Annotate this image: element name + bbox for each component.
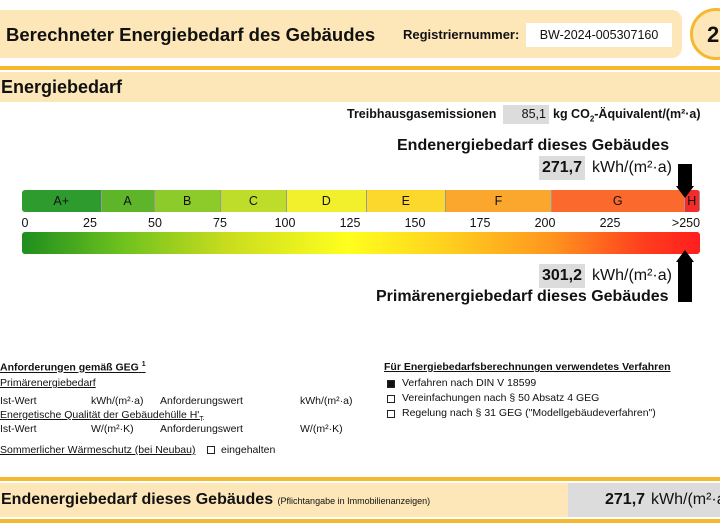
scale-tick: 75 bbox=[213, 216, 227, 230]
scale-tick: 100 bbox=[274, 216, 296, 230]
method-checkbox[interactable] bbox=[387, 410, 395, 418]
section-title: Energiebedarf bbox=[1, 77, 123, 97]
class-a: A bbox=[101, 190, 155, 212]
footer-title: Endenergiebedarf dieses Gebäudes (Pflich… bbox=[1, 491, 431, 508]
scale-tick: 150 bbox=[404, 216, 426, 230]
methods-heading: Für Energiebedarfsberechnungen verwendet… bbox=[384, 361, 671, 373]
divider bbox=[0, 66, 720, 70]
anforderungswert-unit: kWh/(m²·a) bbox=[300, 395, 353, 407]
class-b: B bbox=[154, 190, 221, 212]
class-g: G bbox=[552, 190, 685, 212]
emissions-label: Treibhausgasemissionen bbox=[347, 107, 497, 121]
footer-endenergie-value: 271,7 bbox=[605, 491, 646, 508]
ist-wert-unit: kWh/(m²·a) bbox=[91, 395, 144, 407]
primaerenergie-marker bbox=[676, 250, 694, 302]
ist-wert-label: Ist-Wert bbox=[0, 423, 37, 435]
class-e: E bbox=[366, 190, 446, 212]
scale-tick: 200 bbox=[534, 216, 556, 230]
primaerenergie-value: 301,2 bbox=[539, 264, 585, 288]
endenergie-marker bbox=[676, 164, 694, 198]
scale-tick: 50 bbox=[148, 216, 162, 230]
section-band bbox=[0, 72, 720, 102]
footer-endenergie-unit: kWh/(m²·a) bbox=[651, 491, 720, 508]
scale-tick: 0 bbox=[21, 216, 29, 230]
ist-wert-unit: W/(m²·K) bbox=[91, 423, 134, 435]
scale-tick: 125 bbox=[339, 216, 361, 230]
ist-wert-label: Ist-Wert bbox=[0, 395, 37, 407]
energy-gradient-bar bbox=[22, 232, 700, 254]
page-title: Berechneter Energiebedarf des Gebäudes bbox=[6, 24, 376, 45]
footer-value-box bbox=[568, 483, 720, 517]
anforderungswert-label: Anforderungswert bbox=[160, 423, 243, 435]
method-label: Verfahren nach DIN V 18599 bbox=[402, 377, 537, 389]
page-number-badge: 2 bbox=[690, 8, 720, 60]
method-label: Regelung nach § 31 GEG ("Modellgebäudeve… bbox=[402, 407, 656, 419]
divider bbox=[0, 477, 720, 481]
summer-protection-label: Sommerlicher Wärmeschutz (bei Neubau) bbox=[0, 444, 196, 456]
anforderungswert-label: Anforderungswert bbox=[160, 395, 243, 407]
class-a-plus: A+ bbox=[22, 190, 102, 212]
primary-energy-label: Primärenergiebedarf bbox=[0, 377, 96, 389]
eingehalten-checkbox[interactable] bbox=[207, 446, 215, 454]
emissions-value: 85,1 bbox=[503, 105, 549, 124]
efficiency-class-scale: A+ A B C D E F G H bbox=[22, 190, 700, 212]
class-h: H bbox=[684, 190, 700, 212]
scale-tick: 225 bbox=[599, 216, 621, 230]
class-c: C bbox=[220, 190, 287, 212]
scale-tick: >250 bbox=[671, 216, 701, 230]
registration-number: BW-2024-005307160 bbox=[526, 23, 672, 47]
method-checkbox[interactable] bbox=[387, 395, 395, 403]
method-checkbox[interactable] bbox=[387, 380, 395, 388]
emissions-unit: kg CO2-Äquivalent/(m²·a) bbox=[553, 107, 701, 124]
endenergie-unit: kWh/(m²·a) bbox=[592, 159, 672, 176]
method-label: Vereinfachungen nach § 50 Absatz 4 GEG bbox=[402, 392, 600, 404]
class-d: D bbox=[287, 190, 367, 212]
anforderungswert-unit: W/(m²·K) bbox=[300, 423, 343, 435]
requirements-heading: Anforderungen gemäß GEG 1 bbox=[0, 361, 146, 374]
primaerenergie-title: Primärenergiebedarf dieses Gebäudes bbox=[376, 288, 669, 305]
primaerenergie-unit: kWh/(m²·a) bbox=[592, 267, 672, 284]
eingehalten-label: eingehalten bbox=[221, 444, 276, 456]
class-f: F bbox=[446, 190, 552, 212]
scale-tick: 25 bbox=[83, 216, 97, 230]
registration-label: Registriernummer: bbox=[403, 27, 520, 42]
endenergie-title: Endenergiebedarf dieses Gebäudes bbox=[397, 137, 670, 154]
endenergie-value: 271,7 bbox=[539, 156, 585, 180]
page-number: 2 bbox=[707, 22, 720, 47]
divider bbox=[0, 519, 720, 523]
envelope-quality-label: Energetische Qualität der Gebäudehülle H… bbox=[0, 409, 204, 424]
scale-tick: 175 bbox=[469, 216, 491, 230]
